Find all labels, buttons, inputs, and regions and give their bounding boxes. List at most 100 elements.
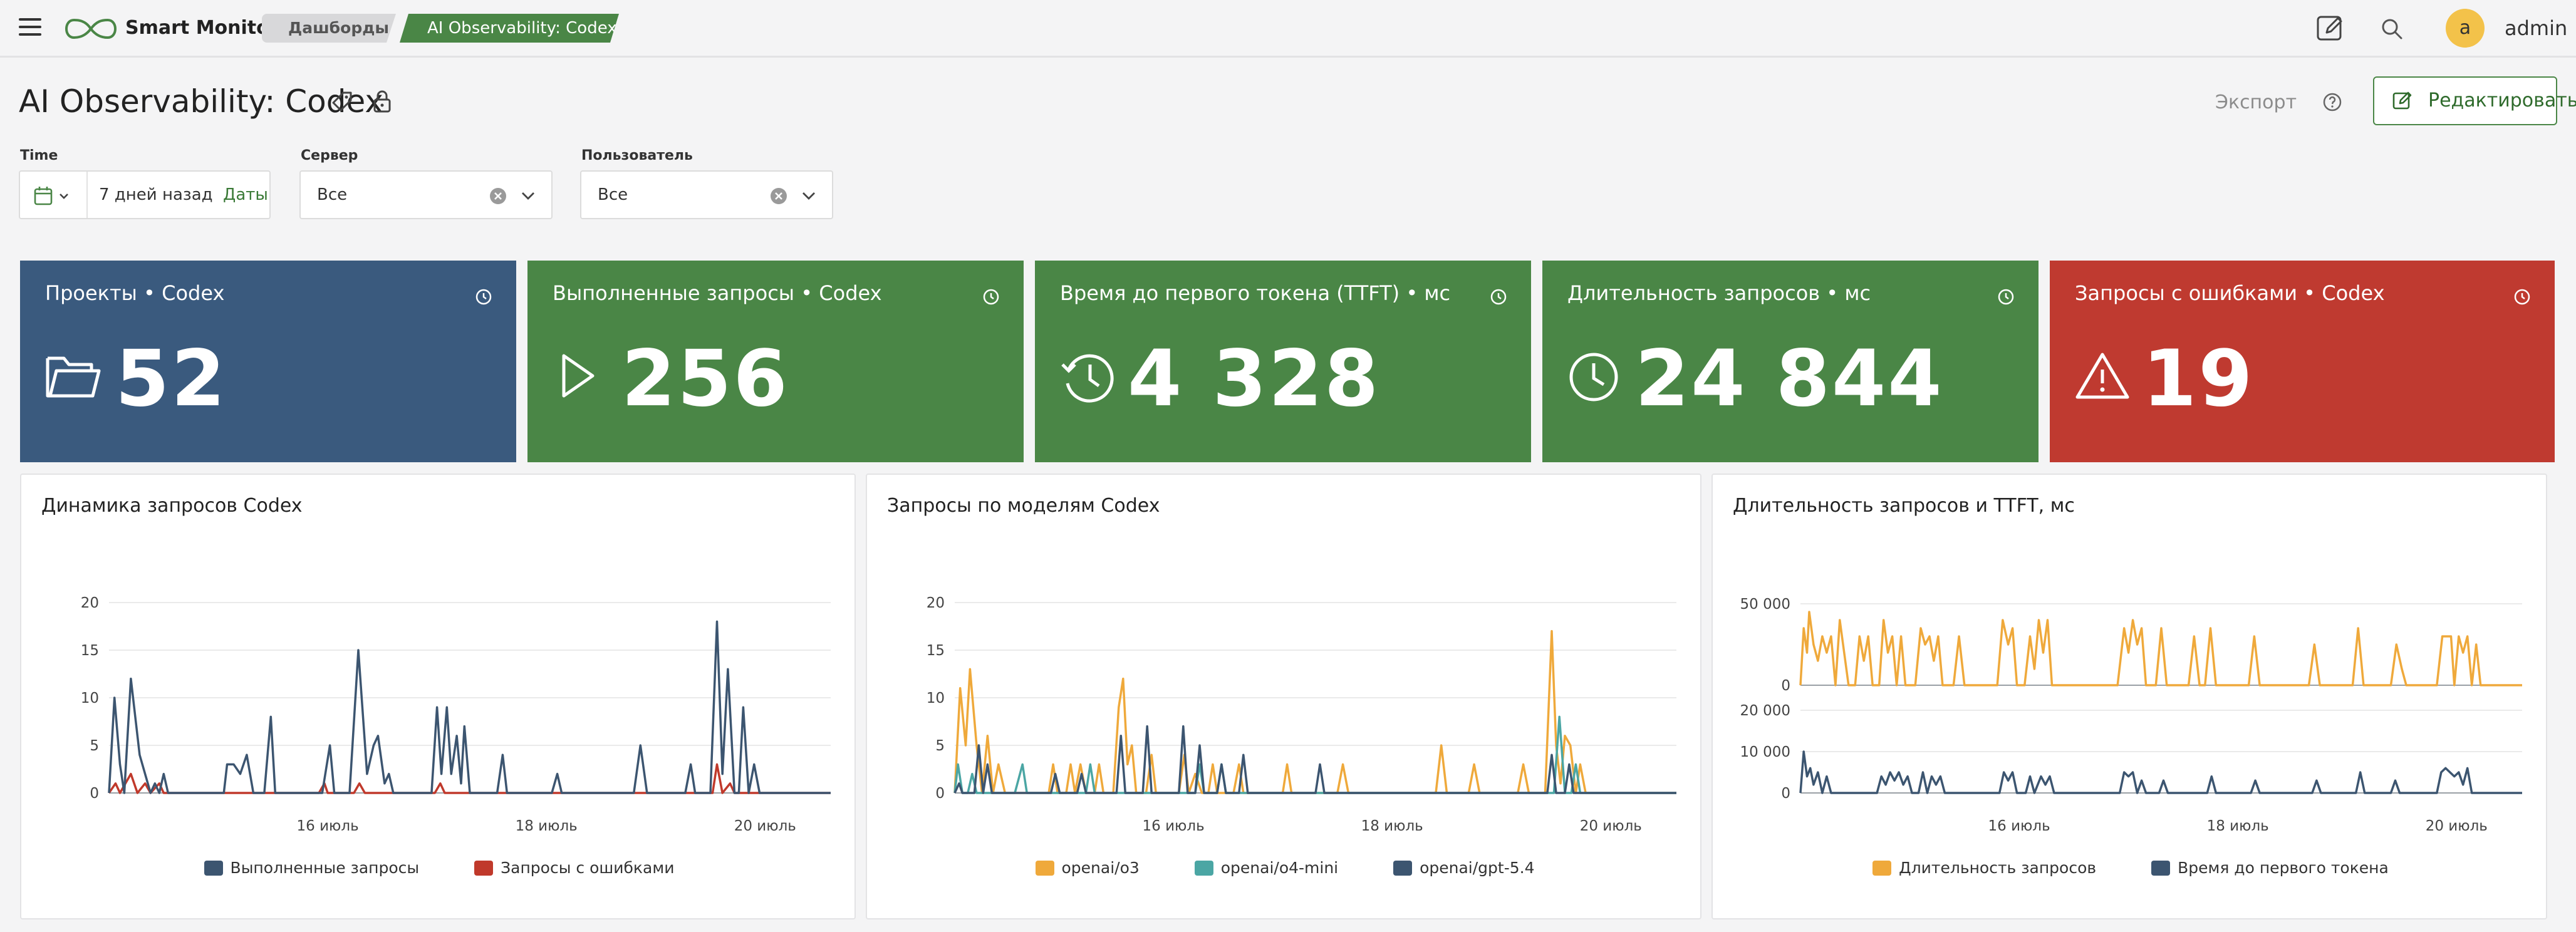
breadcrumb-current: AI Observability: Codex xyxy=(400,14,619,43)
help-icon[interactable] xyxy=(2322,91,2343,113)
folder-icon xyxy=(46,356,101,398)
legend-item[interactable]: openai/o3 xyxy=(1035,857,1140,879)
edit-button-label: Редактировать xyxy=(2428,90,2576,111)
edit-icon xyxy=(2392,91,2412,110)
dates-link[interactable]: Даты xyxy=(223,185,268,204)
clock-small-icon xyxy=(475,289,492,305)
panel-requests-by-model: Запросы по моделям Codex 0 5 10 15 20 16 июль… xyxy=(866,474,1701,919)
y-tick-label: 10 xyxy=(81,690,99,707)
edit-dashboard-icon[interactable] xyxy=(2315,14,2345,43)
clear-icon[interactable] xyxy=(769,187,788,205)
series-line xyxy=(1799,611,2522,686)
x-tick-label: 16 июль xyxy=(297,818,359,834)
legend-label: Длительность запросов xyxy=(1899,859,2097,877)
chart-legend: Длительность запросов Время до первого т… xyxy=(1713,857,2548,879)
page-title: AI Observability: Codex xyxy=(19,83,383,120)
x-tick-label: 20 июль xyxy=(1580,818,1642,834)
clock-small-icon xyxy=(1998,289,2014,305)
user-filter-label: Пользователь xyxy=(581,148,693,163)
y-tick-label: 0 xyxy=(1781,785,1790,802)
warning-icon xyxy=(2075,353,2129,399)
series-line xyxy=(1799,750,2522,794)
breadcrumb-dashboards[interactable]: Дашборды xyxy=(262,14,396,43)
y-tick-label: 20 xyxy=(81,595,99,611)
kpi-title: Запросы с ошибками • Codex xyxy=(2075,281,2385,305)
y-tick-label: 50 000 xyxy=(1740,596,1790,613)
edit-button[interactable]: Редактировать xyxy=(2373,76,2576,125)
tag-icon[interactable] xyxy=(331,90,353,113)
legend-label: openai/o3 xyxy=(1061,859,1140,877)
series-line xyxy=(953,715,1676,794)
kpi-tile-completed-requests[interactable]: Выполненные запросы • Codex 256 xyxy=(527,261,1024,462)
chart-legend: Выполненные запросы Запросы с ошибками xyxy=(21,857,857,879)
x-tick-label: 16 июль xyxy=(1988,818,2050,834)
legend-swatch xyxy=(1194,861,1213,876)
legend-item[interactable]: openai/o4-mini xyxy=(1194,857,1338,879)
legend-swatch xyxy=(1035,861,1054,876)
lock-icon[interactable] xyxy=(371,89,393,114)
time-range-value[interactable]: 7 дней назад xyxy=(99,185,213,204)
kpi-value: 19 xyxy=(2142,334,2255,424)
clock-small-icon xyxy=(1490,289,1507,305)
kpi-tile-duration[interactable]: Длительность запросов • мс 24 844 xyxy=(1542,261,2038,462)
kpi-value: 256 xyxy=(621,334,789,424)
chevron-down-icon[interactable] xyxy=(799,187,818,205)
chevron-down-icon[interactable] xyxy=(519,187,538,205)
legend-item[interactable]: openai/gpt-5.4 xyxy=(1393,857,1534,879)
user-select[interactable]: Все xyxy=(580,170,833,219)
panel-requests-dynamics: Динамика запросов Codex 0 5 10 15 20 16 июль 1… xyxy=(20,474,856,919)
y-tick-label: 0 xyxy=(1781,678,1790,694)
kpi-title: Время до первого токена (TTFT) • мс xyxy=(1060,281,1451,305)
time-picker[interactable]: 7 дней назад Даты xyxy=(19,170,271,219)
kpi-tile-errors[interactable]: Запросы с ошибками • Codex 19 xyxy=(2050,261,2555,462)
kpi-tile-ttft[interactable]: Время до первого токена (TTFT) • мс 4 32… xyxy=(1035,261,1531,462)
kpi-title: Проекты • Codex xyxy=(45,281,225,305)
kpi-value: 52 xyxy=(115,334,227,424)
calendar-icon[interactable] xyxy=(33,185,76,207)
user-name[interactable]: admin xyxy=(2505,16,2568,40)
legend-swatch xyxy=(204,861,223,876)
server-select[interactable]: Все xyxy=(299,170,553,219)
legend-item[interactable]: Запросы с ошибками xyxy=(474,857,674,879)
y-tick-label: 0 xyxy=(90,785,99,802)
series-line xyxy=(953,725,1676,794)
menu-icon[interactable] xyxy=(19,18,41,37)
search-icon[interactable] xyxy=(2379,16,2404,41)
clock-small-icon xyxy=(2514,289,2530,305)
server-select-value: Все xyxy=(317,185,348,204)
legend-item[interactable]: Длительность запросов xyxy=(1872,857,2096,879)
y-tick-label: 20 xyxy=(927,595,945,611)
panel-title: Динамика запросов Codex xyxy=(41,495,303,517)
chart-legend: openai/o3 openai/o4-mini openai/gpt-5.4 xyxy=(867,857,1703,879)
clock-icon xyxy=(1569,353,1618,401)
kpi-tile-projects[interactable]: Проекты • Codex 52 xyxy=(20,261,516,462)
logo-infinity-icon xyxy=(65,18,117,39)
avatar[interactable]: a xyxy=(2446,9,2485,48)
divider xyxy=(86,172,88,218)
time-filter-label: Time xyxy=(20,148,58,163)
user-select-value: Все xyxy=(598,185,628,204)
legend-swatch xyxy=(2151,861,2171,876)
legend-item[interactable]: Выполненные запросы xyxy=(204,857,419,879)
y-tick-label: 5 xyxy=(935,738,945,754)
clear-icon[interactable] xyxy=(489,187,507,205)
panel-duration-ttft: Длительность запросов и TTFT, мс 0 50 000… xyxy=(1711,474,2547,919)
chart-duration-ttft: 0 50 000 0 10 000 20 000 16 июль 18 июль 20 июл… xyxy=(1740,596,2522,834)
series-line xyxy=(953,629,1676,794)
kpi-title: Выполненные запросы • Codex xyxy=(553,281,882,305)
chart-requests-dynamics: 0 5 10 15 20 16 июль 18 июль 20 июль xyxy=(81,595,831,834)
y-tick-label: 5 xyxy=(90,738,99,754)
history-icon xyxy=(1061,354,1114,403)
legend-swatch xyxy=(1393,861,1413,876)
export-button[interactable]: Экспорт xyxy=(2215,91,2297,113)
y-tick-label: 15 xyxy=(81,643,99,659)
panel-title: Запросы по моделям Codex xyxy=(887,495,1160,517)
x-tick-label: 18 июль xyxy=(516,818,578,834)
y-tick-label: 20 000 xyxy=(1740,703,1790,719)
legend-item[interactable]: Время до первого токена xyxy=(2151,857,2389,879)
brand-name[interactable]: Smart Monitor xyxy=(125,17,279,39)
legend-swatch xyxy=(474,861,494,876)
x-tick-label: 18 июль xyxy=(2207,818,2269,834)
y-tick-label: 15 xyxy=(927,643,945,659)
series-line xyxy=(108,620,831,794)
